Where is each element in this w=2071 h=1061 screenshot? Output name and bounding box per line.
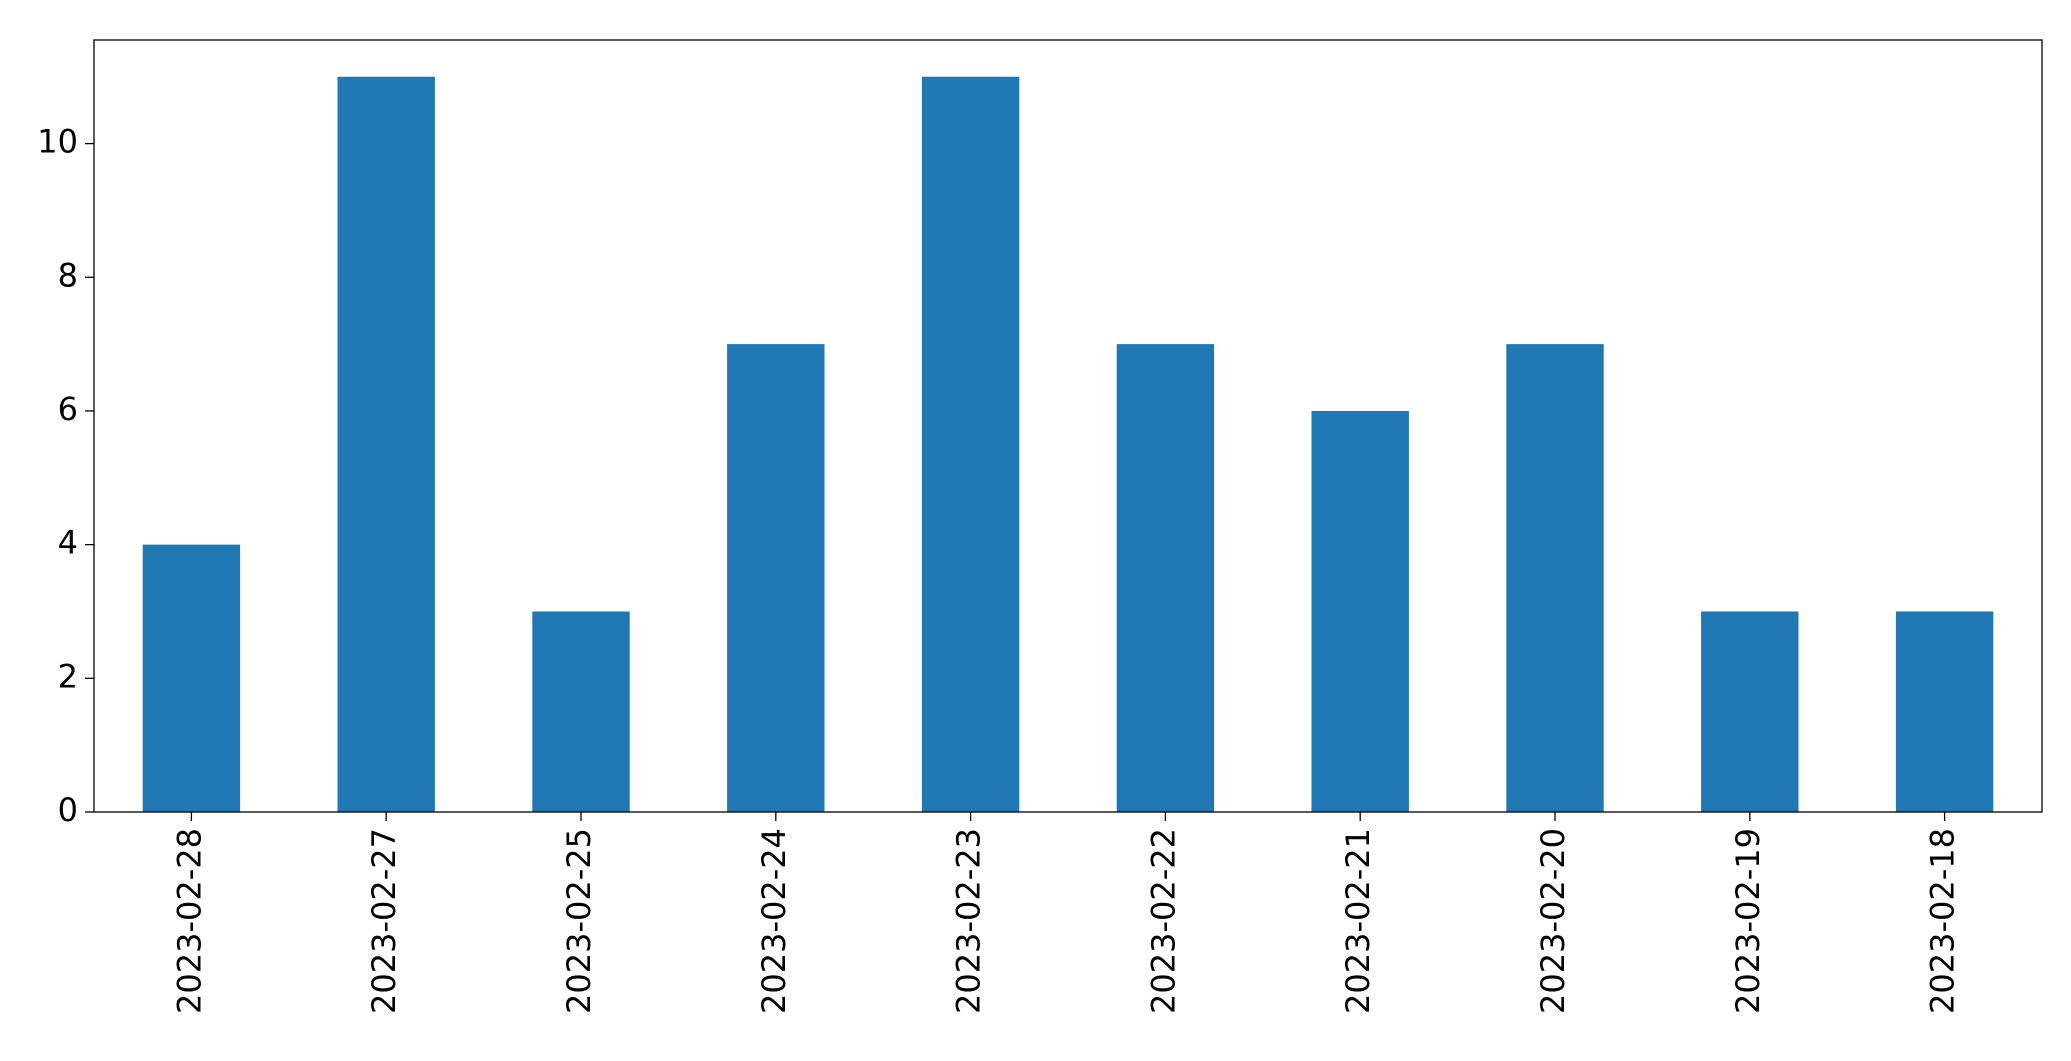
y-tick-label: 4 [58,524,78,562]
bar [921,76,1020,812]
y-tick-label: 2 [58,657,78,695]
x-tick-label: 2023-02-27 [365,828,403,1014]
x-tick-label: 2023-02-23 [950,828,988,1014]
bar [727,344,825,812]
bar [1506,344,1604,812]
x-tick-label: 2023-02-21 [1339,828,1377,1014]
y-tick-label: 0 [58,791,78,829]
x-tick-label: 2023-02-28 [170,828,208,1014]
x-tick-label: 2023-02-25 [560,828,598,1014]
bar [337,76,435,812]
bar [1311,410,1409,812]
x-tick-label: 2023-02-20 [1534,828,1572,1014]
y-tick-label: 8 [58,256,78,294]
y-tick-label: 10 [37,123,78,161]
x-tick-label: 2023-02-22 [1144,828,1182,1014]
bar [532,611,630,812]
bar [1895,611,1994,812]
plot-frame [93,39,2043,813]
x-tick-label: 2023-02-18 [1924,828,1962,1014]
bar [1701,611,1799,812]
x-tick-label: 2023-02-24 [755,828,793,1014]
x-tick-label: 2023-02-19 [1729,828,1767,1014]
y-tick-label: 6 [58,390,78,428]
bar [142,544,241,812]
bar [1116,344,1215,812]
